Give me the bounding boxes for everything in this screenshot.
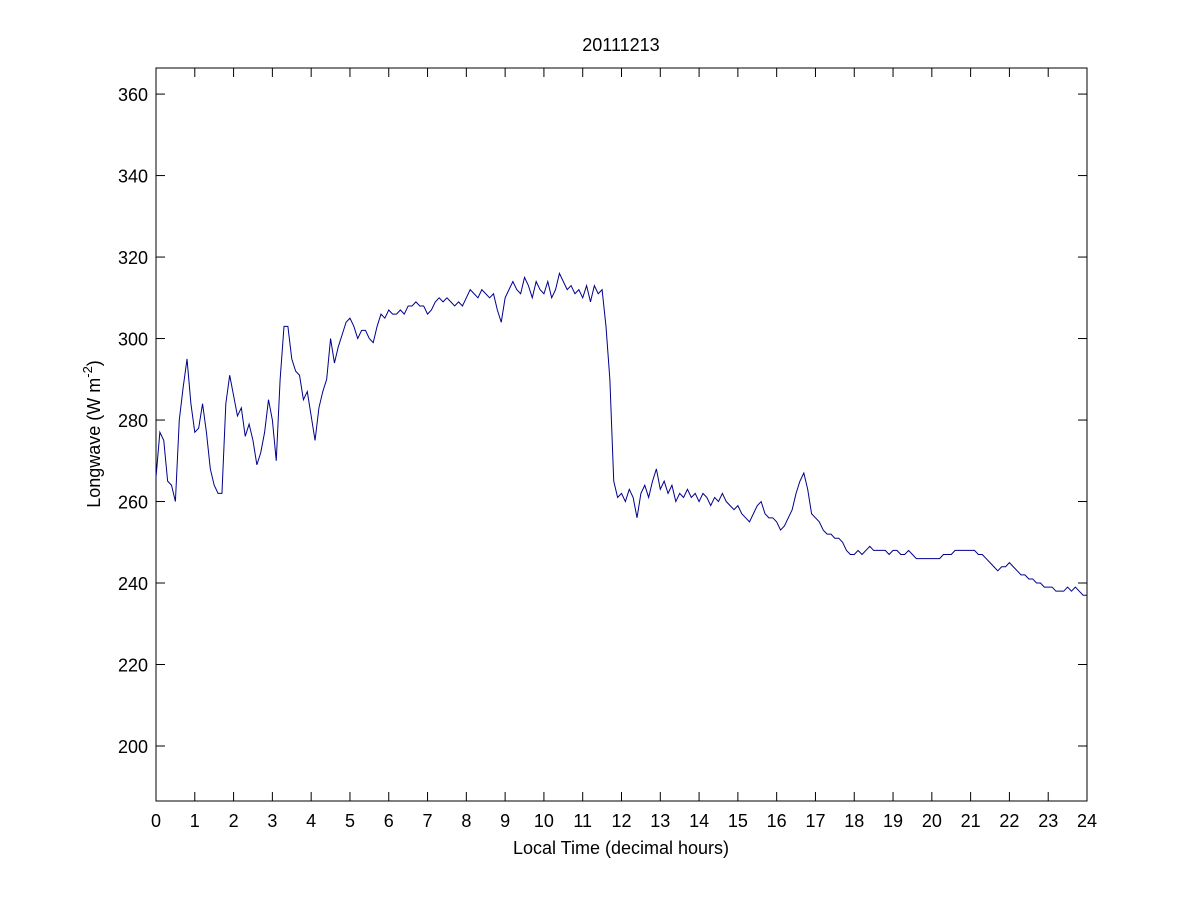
x-tick-label: 17 (805, 811, 825, 831)
x-tick-label: 8 (461, 811, 471, 831)
y-tick-label: 200 (118, 737, 148, 757)
x-axis-label: Local Time (decimal hours) (513, 838, 729, 858)
x-tick-label: 19 (883, 811, 903, 831)
x-tick-label: 18 (844, 811, 864, 831)
y-tick-label: 340 (118, 167, 148, 187)
x-tick-label: 6 (384, 811, 394, 831)
x-tick-label: 22 (999, 811, 1019, 831)
y-axis-label-sup: -2 (80, 366, 95, 378)
data-line (155, 271, 1087, 596)
y-tick-label: 220 (118, 656, 148, 676)
y-tick-label: 280 (118, 411, 148, 431)
x-tick-label: 20 (922, 811, 942, 831)
x-tick-label: 5 (345, 811, 355, 831)
y-tick-label: 360 (118, 85, 148, 105)
x-tick-label: 16 (767, 811, 787, 831)
x-tick-label: 24 (1077, 811, 1097, 831)
y-tick-label: 260 (118, 493, 148, 513)
x-tick-label: 11 (573, 811, 592, 831)
x-tick-label: 13 (650, 811, 670, 831)
x-tick-label: 15 (728, 811, 748, 831)
x-tick-label: 2 (229, 811, 239, 831)
x-tick-label: 9 (500, 811, 510, 831)
x-tick-label: 0 (151, 811, 161, 831)
x-tick-label: 4 (306, 811, 316, 831)
y-axis-label: Longwave (W m-2) (80, 360, 104, 508)
y-tick-label: 320 (118, 248, 148, 268)
x-tick-label: 10 (534, 811, 554, 831)
plot-frame (155, 67, 1088, 802)
x-tick-label: 7 (423, 811, 433, 831)
chart-title: 20111213 (582, 35, 659, 55)
x-tick-label: 23 (1038, 811, 1058, 831)
y-axis-label-text: Longwave (W m (84, 378, 104, 508)
x-tick-label: 21 (961, 811, 981, 831)
x-tick-label: 12 (611, 811, 631, 831)
x-tick-label: 3 (267, 811, 277, 831)
y-tick-label: 240 (118, 574, 148, 594)
x-tick-label: 1 (190, 811, 200, 831)
x-tick-label: 14 (689, 811, 709, 831)
y-tick-label: 300 (118, 330, 148, 350)
y-axis-label-end: ) (84, 360, 104, 366)
